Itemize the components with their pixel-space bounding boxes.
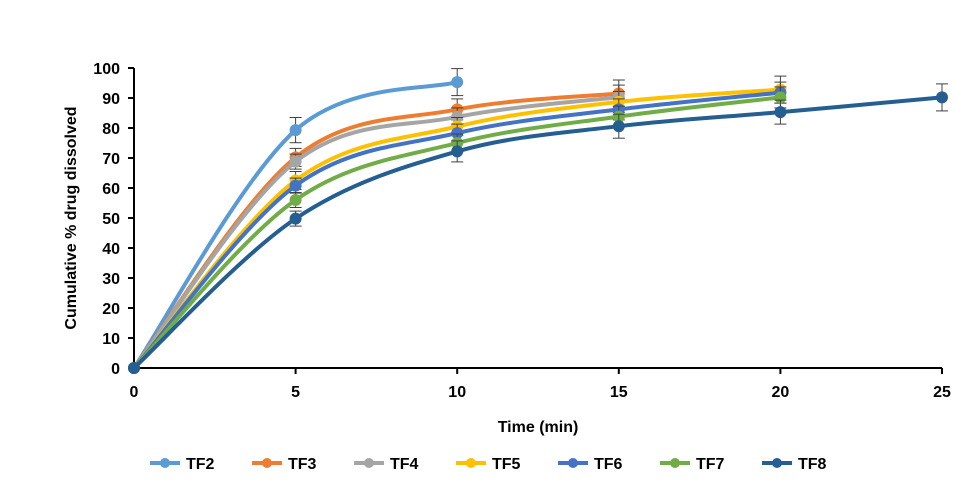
x-axis-title: Time (min) [498,419,579,436]
data-point [936,91,948,104]
legend-item-tf4: TF4 [354,456,419,473]
legend-marker [466,458,476,468]
data-point [128,362,140,374]
legend-item-tf6: TF6 [558,456,623,473]
data-point [774,106,787,119]
series-line [132,95,944,370]
legend-marker [160,458,170,468]
legend-marker [364,458,374,468]
legend-item-tf8: TF8 [762,456,827,473]
y-tick-label: 50 [102,211,120,228]
series-line [132,95,621,370]
legend-label: TF2 [186,456,215,473]
legend-marker [262,458,272,468]
legend-item-tf7: TF7 [660,456,725,473]
legend-label: TF5 [492,456,521,473]
y-tick-label: 40 [102,241,120,258]
data-point [289,124,302,137]
legend-marker [568,458,578,468]
data-point [451,76,464,89]
data-point [451,127,464,140]
x-tick-label: 0 [130,384,139,401]
axes: 0 10 20 30 40 50 60 70 80 90 100 0 5 10 15 20 25 [93,61,951,401]
legend-label: TF8 [798,456,827,473]
y-tick-label: 80 [102,121,120,138]
data-point [451,110,464,123]
y-tick-label: 20 [102,301,120,318]
x-tick-label: 20 [772,384,790,401]
legend-item-tf5: TF5 [456,456,521,473]
data-point [612,120,625,133]
data-point [289,155,302,168]
y-tick-label: 100 [93,61,120,78]
data-point [289,179,302,192]
data-point [451,145,464,158]
legend-item-tf3: TF3 [252,456,317,473]
series-line [132,80,460,370]
y-tick-label: 0 [111,361,120,378]
y-tick-label: 90 [102,91,120,108]
legend: TF2 TF3 TF4 TF5 TF6 TF7 TF8 [150,456,827,473]
y-tick-label: 70 [102,151,120,168]
series-line [132,90,783,370]
legend-marker [670,458,680,468]
x-tick-label: 25 [933,384,951,401]
legend-label: TF6 [594,456,623,473]
x-tick-label: 10 [448,384,466,401]
y-tick-label: 10 [102,331,120,348]
y-tick-label: 60 [102,181,120,198]
y-axis-title: Cumulative % drug dissolved [63,106,80,329]
series-tf6 [128,81,787,374]
y-tick-label: 30 [102,271,120,288]
series-tf4 [128,84,625,374]
series-line [132,95,783,370]
legend-marker [772,458,782,468]
legend-label: TF4 [390,456,419,473]
series-layer [128,68,948,374]
legend-label: TF7 [696,456,725,473]
series-tf8 [128,83,948,374]
x-tick-label: 15 [610,384,628,401]
x-tick-label: 5 [291,384,300,401]
legend-label: TF3 [288,456,317,473]
legend-item-tf2: TF2 [150,456,215,473]
data-point [289,194,302,206]
data-point [289,212,302,225]
